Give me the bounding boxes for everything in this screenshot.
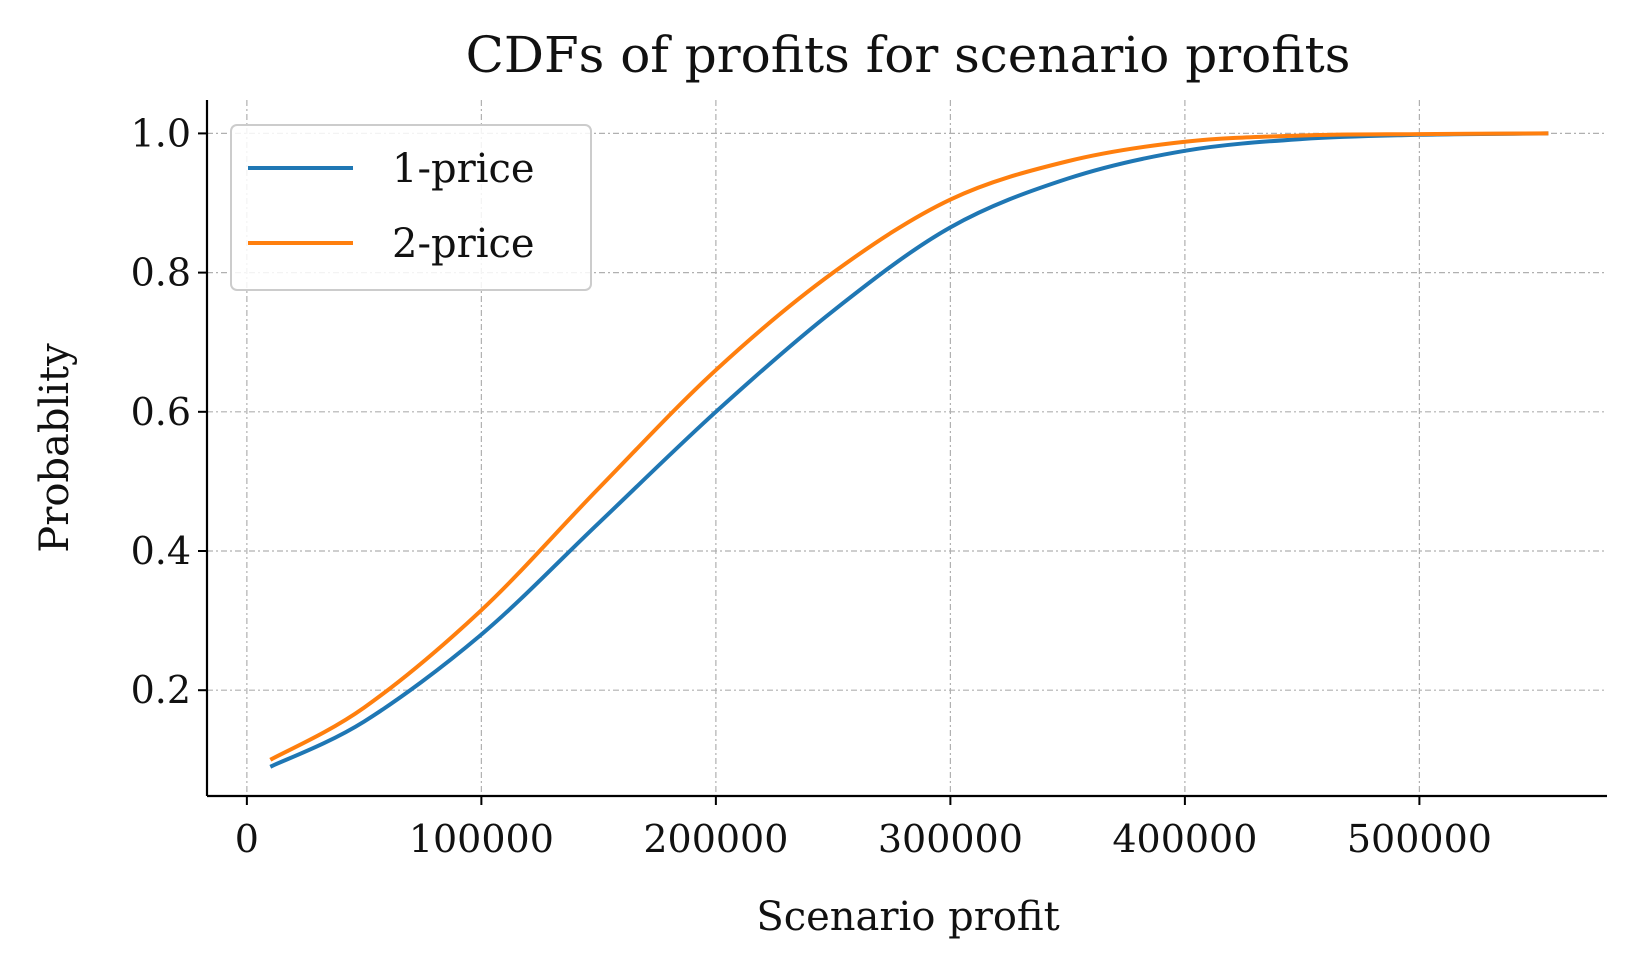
legend-label-2-price: 2-price <box>392 221 535 267</box>
legend-label-1-price: 1-price <box>392 146 535 192</box>
x-tick-label: 300000 <box>878 817 1023 861</box>
x-tick-label: 400000 <box>1112 817 1257 861</box>
chart-title: CDFs of profits for scenario profits <box>466 26 1351 84</box>
series-line-2-price <box>269 131 1549 762</box>
x-tick-label: 0 <box>235 817 259 861</box>
y-ticks: 0.2 0.4 0.6 0.8 1.0 <box>131 111 207 712</box>
x-ticks: 0 100000 200000 300000 400000 500000 <box>235 796 1492 861</box>
x-tick-label: 500000 <box>1347 817 1492 861</box>
legend: 1-price 2-price <box>230 124 592 291</box>
series-lines <box>269 131 1549 769</box>
y-tick-label: 0.6 <box>131 390 191 434</box>
y-tick-label: 0.4 <box>131 529 191 573</box>
y-tick-label: 0.8 <box>131 251 191 295</box>
x-tick-label: 200000 <box>643 817 788 861</box>
series-line-1-price <box>269 131 1549 769</box>
y-tick-label: 1.0 <box>131 111 191 155</box>
y-axis-label: Probablity <box>32 343 78 553</box>
x-axis-label: Scenario profit <box>756 894 1059 940</box>
x-tick-label: 100000 <box>409 817 554 861</box>
y-tick-label: 0.2 <box>131 668 191 712</box>
